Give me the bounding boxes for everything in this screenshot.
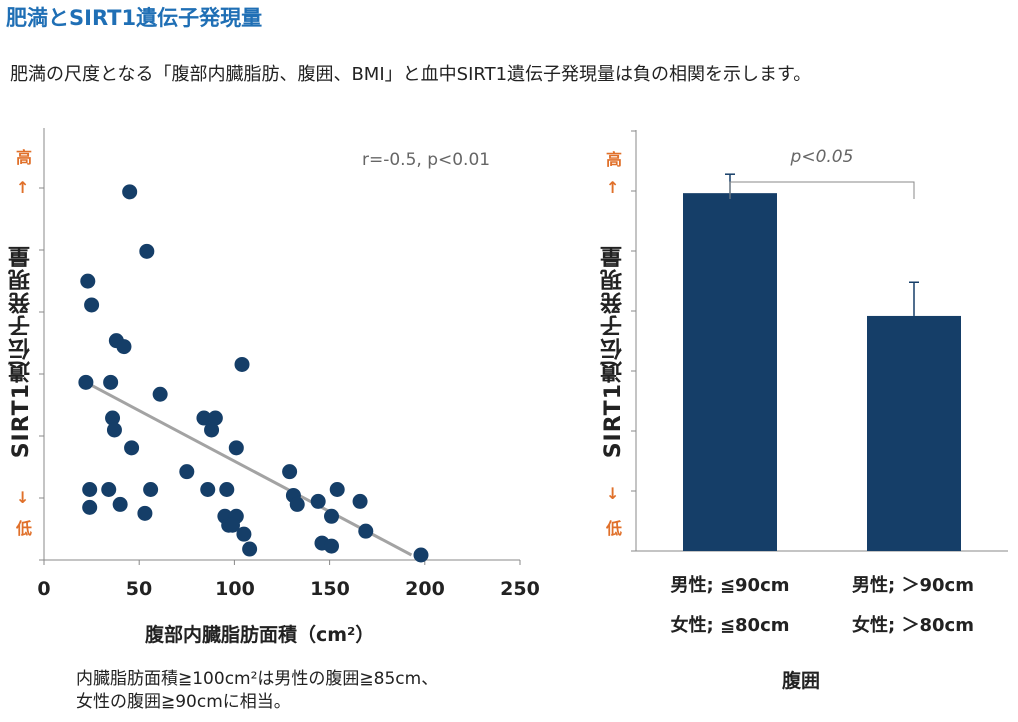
scatter-point xyxy=(324,508,340,524)
bar-category-2-line-1: 男性; ＞90cm xyxy=(852,575,974,596)
scatter-point xyxy=(105,410,121,426)
scatter-point xyxy=(78,374,94,390)
scatter-point xyxy=(228,440,244,456)
scatter-point xyxy=(358,523,374,539)
scatter-point xyxy=(352,493,368,509)
bar-xlabel: 腹囲 xyxy=(782,670,821,692)
scatter-xtick: 50 xyxy=(125,578,153,600)
scatter-xlabel: 腹部内臓脂肪面積（cm²） xyxy=(145,624,375,646)
bar-y-high-arrow: ↑ xyxy=(606,178,620,197)
bar-y-low: 低 xyxy=(606,519,623,538)
scatter-point xyxy=(82,499,98,515)
scatter-point xyxy=(234,356,250,372)
scatter-trendline xyxy=(85,381,413,557)
scatter-point xyxy=(196,410,212,426)
scatter-point xyxy=(310,493,326,509)
scatter-point xyxy=(124,440,140,456)
scatter-point xyxy=(112,496,128,512)
scatter-xtick: 0 xyxy=(37,578,51,600)
scatter-point xyxy=(204,422,220,438)
scatter-xtick: 200 xyxy=(405,578,445,600)
scatter-point xyxy=(116,339,132,355)
significance-label: p<0.05 xyxy=(790,147,854,167)
scatter-point xyxy=(282,464,298,480)
scatter-point xyxy=(289,496,305,512)
scatter-point xyxy=(219,482,235,498)
bar-category-1-line-2: 女性; ≦80cm xyxy=(670,615,790,636)
scatter-point xyxy=(236,526,252,542)
bar-y-low-arrow: ↓ xyxy=(606,484,620,503)
bar-ylabel: SIRT1遺伝子発現量 xyxy=(601,245,626,459)
scatter-xtick: 100 xyxy=(215,578,255,600)
bar-category-2-line-2: 女性; ＞80cm xyxy=(852,615,974,636)
bar xyxy=(683,193,777,551)
scatter-point xyxy=(329,482,345,498)
scatter-y-low: 低 xyxy=(16,519,33,538)
scatter-point xyxy=(80,273,96,289)
scatter-point xyxy=(224,517,240,533)
bar xyxy=(867,315,961,551)
page-title: 肥満とSIRT1遺伝子発現量 xyxy=(6,6,263,30)
scatter-point xyxy=(139,243,155,259)
bar-category-1-line-1: 男性; ≦90cm xyxy=(670,575,790,596)
bar-category-1: 男性; ≦90cm 女性; ≦80cm xyxy=(650,566,810,646)
scatter-point xyxy=(200,482,216,498)
scatter-annotation: r=-0.5, p<0.01 xyxy=(362,150,491,170)
scatter-xtick: 250 xyxy=(500,578,540,600)
scatter-point xyxy=(103,374,119,390)
scatter-point xyxy=(152,386,168,402)
footnote-line-1: 内臓脂肪面積≧100cm²は男性の腹囲≧85cm、 xyxy=(76,669,439,689)
scatter-point xyxy=(122,184,138,200)
page-subtitle: 肥満の尺度となる「腹部内臓脂肪、腹囲、BMI」と血中SIRT1遺伝子発現量は負の… xyxy=(10,64,812,85)
scatter-y-high: 高 xyxy=(16,148,33,167)
significance-bracket xyxy=(729,181,915,199)
bar-category-2: 男性; ＞90cm 女性; ＞80cm xyxy=(833,566,993,646)
scatter-point xyxy=(324,538,340,554)
scatter-point xyxy=(84,297,100,313)
footnote: 内臓脂肪面積≧100cm²は男性の腹囲≧85cm、 女性の腹囲≧90cmに相当。 xyxy=(76,668,438,714)
footnote-line-2: 女性の腹囲≧90cmに相当。 xyxy=(76,692,291,712)
scatter-y-low-arrow: ↓ xyxy=(16,488,30,507)
scatter-point xyxy=(242,541,258,557)
scatter-ylabel: SIRT1遺伝子発現量 xyxy=(9,245,34,459)
scatter-point xyxy=(179,464,195,480)
scatter-xtick: 150 xyxy=(310,578,350,600)
scatter-y-high-arrow: ↑ xyxy=(16,178,30,197)
scatter-point xyxy=(101,482,117,498)
scatter-point xyxy=(106,422,122,438)
scatter-point xyxy=(137,505,153,521)
scatter-point xyxy=(82,482,98,498)
bar-y-high: 高 xyxy=(606,150,623,169)
scatter-point xyxy=(413,547,429,563)
scatter-point xyxy=(207,410,223,426)
scatter-point xyxy=(143,482,159,498)
